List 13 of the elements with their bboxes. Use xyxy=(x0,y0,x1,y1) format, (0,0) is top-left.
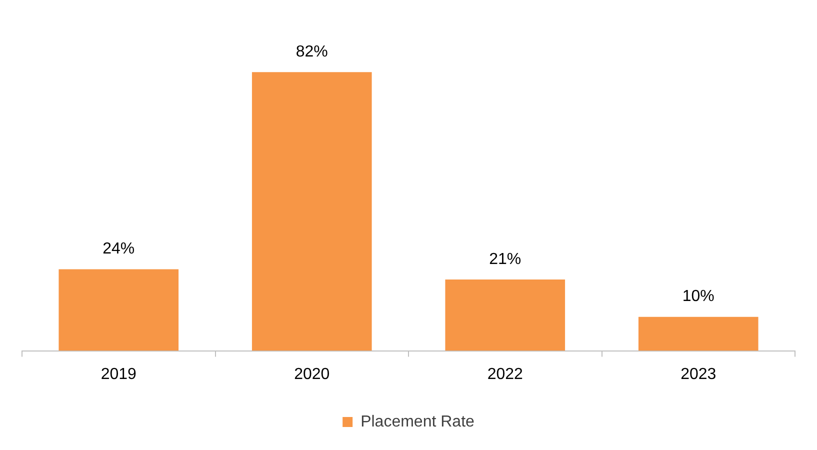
x-tick-label: 2023 xyxy=(680,366,716,383)
bar xyxy=(252,72,372,351)
data-label: 10% xyxy=(682,288,714,306)
bar xyxy=(445,279,566,351)
bar xyxy=(638,316,758,351)
data-label: 24% xyxy=(102,240,135,258)
legend-label: Placement Rate xyxy=(360,413,475,430)
data-label: 21% xyxy=(489,250,522,268)
x-tick-label: 2022 xyxy=(487,366,524,383)
data-label: 82% xyxy=(296,44,328,61)
bar xyxy=(58,269,179,351)
x-tick-label: 2020 xyxy=(294,366,330,383)
x-tick-label: 2019 xyxy=(100,366,137,383)
